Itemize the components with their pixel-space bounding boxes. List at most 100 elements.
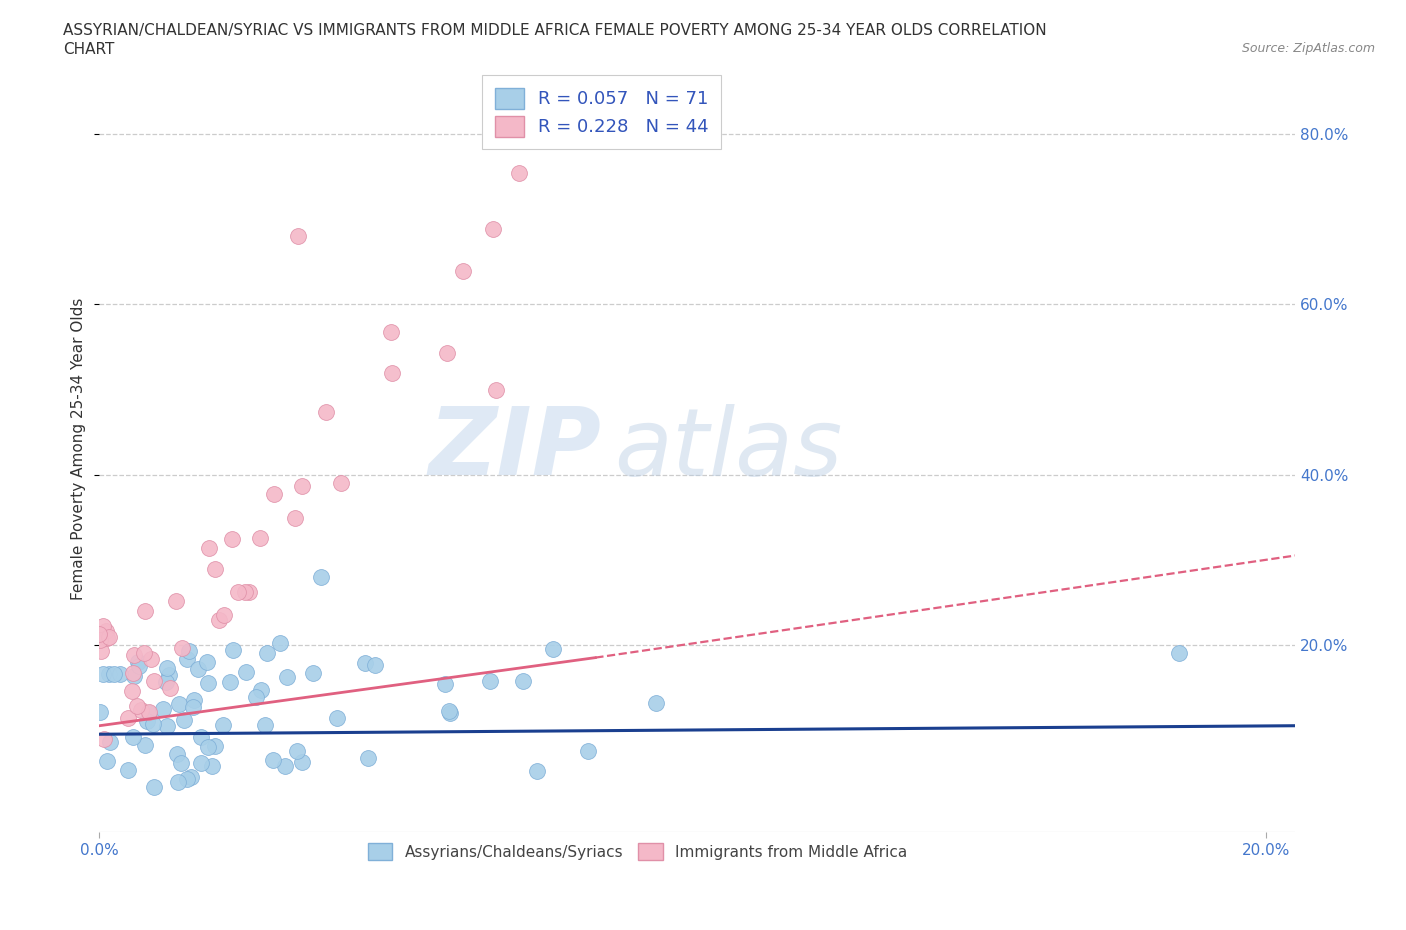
Point — [219, 674, 242, 689]
Point — [142, 673, 165, 688]
Point — [121, 684, 143, 698]
Point — [478, 673, 501, 688]
Point — [249, 531, 271, 546]
Point — [485, 382, 508, 397]
Point — [91, 666, 114, 681]
Point — [197, 739, 219, 754]
Point — [128, 658, 150, 673]
Point — [212, 718, 235, 733]
Point — [89, 627, 111, 642]
Point — [124, 669, 146, 684]
Point — [121, 666, 143, 681]
Point — [93, 731, 115, 746]
Point — [330, 475, 353, 490]
Point — [98, 735, 121, 750]
Point — [134, 737, 156, 752]
Point — [156, 660, 179, 675]
Point — [512, 673, 534, 688]
Point — [122, 648, 145, 663]
Point — [135, 713, 157, 728]
Point — [176, 651, 198, 666]
Point — [129, 702, 152, 717]
Point — [89, 705, 111, 720]
Point — [302, 666, 325, 681]
Point — [357, 751, 380, 765]
Point — [482, 221, 505, 236]
Point — [291, 479, 314, 494]
Y-axis label: Female Poverty Among 25-34 Year Olds: Female Poverty Among 25-34 Year Olds — [72, 298, 86, 600]
Point — [287, 229, 309, 244]
Point — [180, 769, 202, 784]
Text: ASSYRIAN/CHALDEAN/SYRIAC VS IMMIGRANTS FROM MIDDLE AFRICA FEMALE POVERTY AMONG 2: ASSYRIAN/CHALDEAN/SYRIAC VS IMMIGRANTS F… — [63, 23, 1047, 38]
Point — [274, 758, 297, 773]
Point — [204, 562, 226, 577]
Point — [254, 717, 277, 732]
Point — [156, 718, 179, 733]
Point — [96, 753, 118, 768]
Point — [436, 346, 458, 361]
Point — [134, 604, 156, 618]
Point — [238, 584, 260, 599]
Point — [98, 667, 121, 682]
Point — [127, 655, 149, 670]
Point — [433, 677, 456, 692]
Point — [309, 569, 332, 584]
Point — [181, 700, 204, 715]
Point — [172, 641, 194, 656]
Point — [197, 675, 219, 690]
Point — [96, 623, 118, 638]
Point — [285, 744, 308, 759]
Point — [526, 764, 548, 778]
Point — [353, 656, 375, 671]
Point — [543, 642, 565, 657]
Point — [143, 779, 166, 794]
Point — [166, 775, 188, 790]
Point — [159, 681, 181, 696]
Point — [235, 665, 257, 680]
Point — [284, 511, 307, 525]
Text: atlas: atlas — [614, 404, 842, 495]
Point — [576, 743, 599, 758]
Point — [117, 762, 139, 777]
Point — [269, 636, 291, 651]
Point — [226, 585, 249, 600]
Point — [439, 703, 461, 718]
Point — [245, 690, 267, 705]
Point — [204, 738, 226, 753]
Point — [96, 631, 118, 645]
Point — [177, 644, 200, 658]
Point — [155, 675, 177, 690]
Point — [176, 772, 198, 787]
Point — [103, 667, 125, 682]
Text: ZIP: ZIP — [429, 403, 602, 495]
Point — [326, 711, 349, 725]
Point — [262, 752, 284, 767]
Point — [451, 263, 474, 278]
Point — [208, 613, 231, 628]
Point — [508, 166, 530, 180]
Point — [157, 668, 180, 683]
Point — [169, 755, 191, 770]
Point — [198, 540, 221, 555]
Point — [152, 702, 174, 717]
Point — [127, 698, 149, 713]
Point — [187, 661, 209, 676]
Point — [122, 729, 145, 744]
Point — [263, 486, 285, 501]
Point — [190, 755, 212, 770]
Point — [91, 618, 114, 633]
Point — [380, 325, 402, 339]
Point — [363, 658, 385, 672]
Point — [195, 655, 218, 670]
Point — [138, 705, 160, 720]
Point — [117, 711, 139, 725]
Point — [1167, 646, 1189, 661]
Point — [169, 697, 191, 711]
Point — [233, 584, 256, 599]
Point — [276, 670, 298, 684]
Point — [190, 729, 212, 744]
Point — [249, 682, 271, 697]
Text: CHART: CHART — [63, 42, 115, 57]
Point — [291, 755, 314, 770]
Point — [201, 759, 224, 774]
